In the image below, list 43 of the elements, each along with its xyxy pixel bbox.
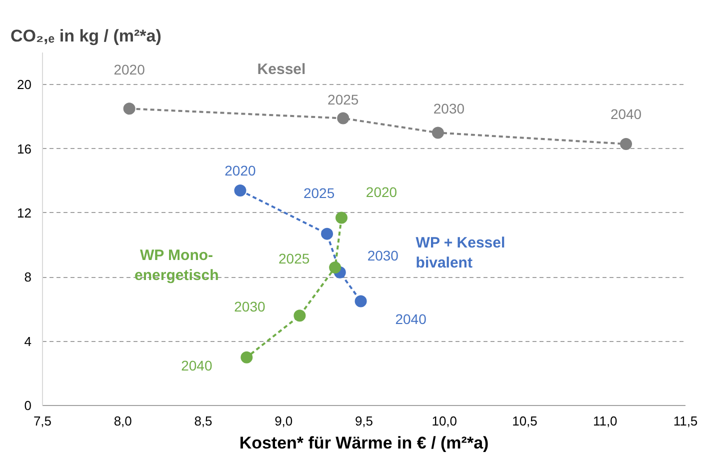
point	[337, 112, 350, 124]
annotation: 2020	[224, 162, 256, 178]
x-tick-label: 7,5	[33, 414, 52, 428]
y-tick-label: 20	[17, 77, 32, 92]
annotation: 2025	[303, 184, 335, 201]
annotation: 2030	[367, 247, 399, 264]
y-tick-label: 16	[17, 141, 32, 156]
point	[240, 351, 253, 364]
point	[432, 126, 444, 139]
point	[354, 295, 367, 308]
text: WP + Kessel bivalent	[416, 234, 506, 272]
x-tick-label: 8,5	[194, 414, 212, 428]
text: Kessel	[257, 61, 306, 78]
point	[294, 310, 306, 322]
point	[335, 212, 348, 224]
point	[329, 262, 342, 274]
x-axis-title: Kosten* für Wärme in € / (m²*a)	[239, 434, 489, 452]
point	[620, 138, 632, 150]
point	[123, 102, 136, 115]
annotation: 2020	[114, 62, 146, 78]
annotation: 2030	[433, 100, 465, 117]
annotation: 2020	[366, 184, 398, 200]
x-tick-label: 11,0	[592, 414, 618, 428]
annotation: 2040	[610, 106, 642, 122]
x-tick-label: 9,0	[274, 414, 293, 428]
point	[321, 228, 334, 240]
x-tick-label: 11,5	[673, 414, 698, 428]
x-tick-label: 10,0	[432, 414, 458, 428]
y-tick-label: 12	[17, 205, 32, 220]
x-tick-label: 8,0	[114, 414, 132, 428]
annotation: 2040	[181, 357, 212, 374]
y-axis-title: CO₂,ₑ in kg / (m²*a)	[10, 26, 162, 46]
point	[234, 184, 246, 196]
annotation: 2040	[395, 311, 427, 328]
y-tick-label: 0	[24, 398, 32, 413]
y-tick-label: 8	[24, 270, 32, 285]
x-tick-label: 10,5	[512, 414, 538, 428]
annotation: 2025	[328, 91, 359, 108]
text: WP Mono- energetisch	[134, 246, 219, 284]
y-tick-label: 4	[24, 334, 32, 349]
annotation: 2025	[278, 250, 310, 267]
x-tick-label: 9,5	[354, 414, 374, 428]
annotation: 2030	[234, 298, 266, 315]
